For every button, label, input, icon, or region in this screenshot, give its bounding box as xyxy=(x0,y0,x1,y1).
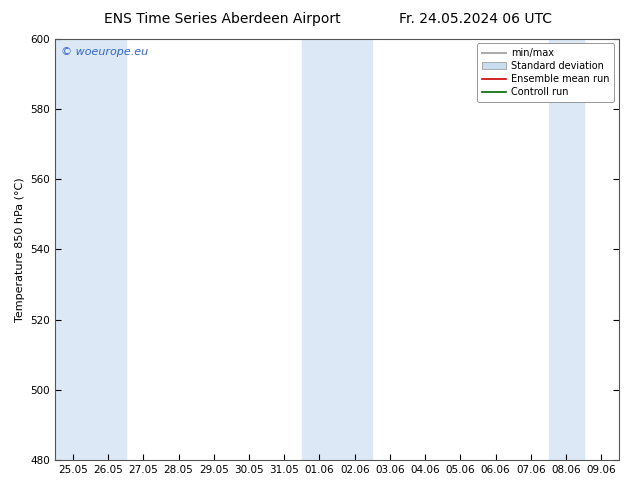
Text: Fr. 24.05.2024 06 UTC: Fr. 24.05.2024 06 UTC xyxy=(399,12,552,26)
Text: © woeurope.eu: © woeurope.eu xyxy=(61,47,148,57)
Bar xyxy=(302,39,372,460)
Legend: min/max, Standard deviation, Ensemble mean run, Controll run: min/max, Standard deviation, Ensemble me… xyxy=(477,44,614,102)
Bar xyxy=(55,39,126,460)
Bar xyxy=(548,39,584,460)
Y-axis label: Temperature 850 hPa (°C): Temperature 850 hPa (°C) xyxy=(15,177,25,321)
Text: ENS Time Series Aberdeen Airport: ENS Time Series Aberdeen Airport xyxy=(103,12,340,26)
